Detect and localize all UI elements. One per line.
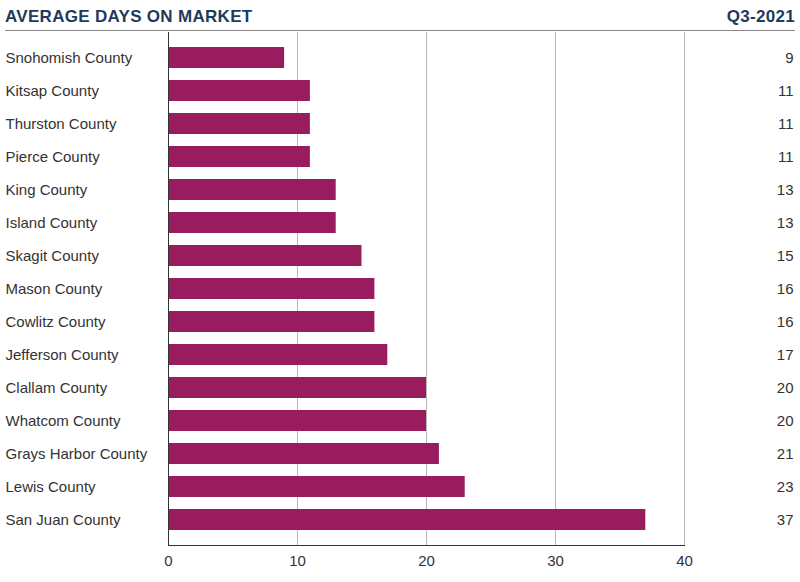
svg-text:11: 11: [778, 115, 794, 132]
svg-text:40: 40: [676, 552, 693, 569]
svg-text:Whatcom County: Whatcom County: [6, 412, 122, 429]
svg-text:11: 11: [778, 82, 794, 99]
svg-text:Pierce County: Pierce County: [6, 148, 101, 165]
svg-text:21: 21: [777, 445, 794, 462]
svg-text:San Juan County: San Juan County: [6, 511, 122, 528]
svg-text:20: 20: [777, 379, 794, 396]
svg-text:10: 10: [289, 552, 306, 569]
svg-text:Snohomish County: Snohomish County: [6, 49, 133, 66]
svg-text:30: 30: [547, 552, 564, 569]
svg-text:17: 17: [777, 346, 794, 363]
svg-text:16: 16: [777, 313, 794, 330]
svg-text:Cowlitz County: Cowlitz County: [6, 313, 107, 330]
svg-text:20: 20: [777, 412, 794, 429]
svg-text:13: 13: [777, 181, 794, 198]
svg-text:Clallam County: Clallam County: [6, 379, 108, 396]
svg-text:Thurston County: Thurston County: [6, 115, 117, 132]
svg-text:0: 0: [164, 552, 172, 569]
svg-text:13: 13: [777, 214, 794, 231]
svg-text:Skagit County: Skagit County: [6, 247, 100, 264]
svg-text:16: 16: [777, 280, 794, 297]
svg-text:King County: King County: [6, 181, 88, 198]
svg-text:Jefferson County: Jefferson County: [6, 346, 120, 363]
svg-text:Kitsap County: Kitsap County: [6, 82, 100, 99]
svg-text:37: 37: [777, 511, 794, 528]
html-text:AVERAGE DAYS ON MARKET: AVERAGE DAYS ON MARKET: [5, 7, 253, 26]
svg-text:Lewis County: Lewis County: [6, 478, 97, 495]
svg-text:Grays Harbor County: Grays Harbor County: [6, 445, 148, 462]
html-text:Q3-2021: Q3-2021: [726, 7, 795, 26]
svg-text:Mason County: Mason County: [6, 280, 103, 297]
svg-text:9: 9: [785, 49, 793, 66]
svg-text:Island County: Island County: [6, 214, 98, 231]
svg-text:23: 23: [777, 478, 794, 495]
svg-text:11: 11: [778, 148, 794, 165]
svg-text:20: 20: [418, 552, 435, 569]
svg-text:15: 15: [777, 247, 794, 264]
